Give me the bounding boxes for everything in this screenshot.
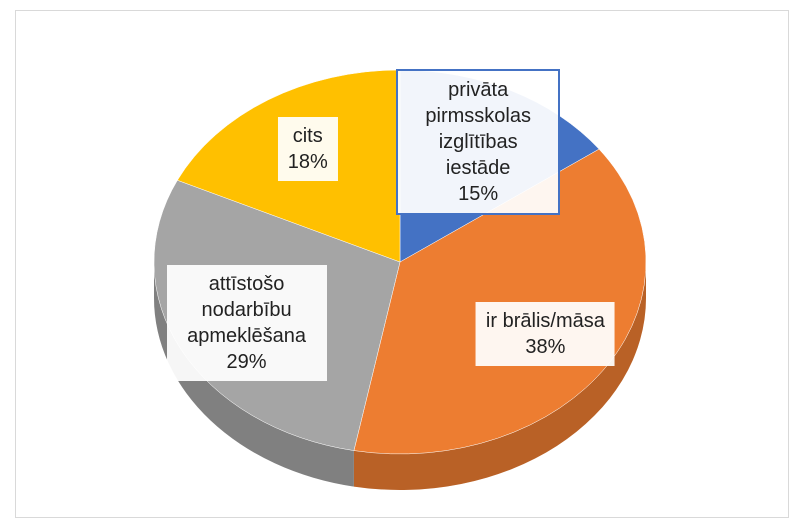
value-label: 15% <box>458 183 499 206</box>
value-label: 38% <box>525 336 566 358</box>
category-label: privāta pirmsskolas izglītības iestāde <box>425 79 531 180</box>
value-label: 18% <box>287 150 328 173</box>
slice-side-shade <box>353 262 646 490</box>
data-label: cits 18% <box>277 116 338 181</box>
category-label: ir brālis/māsa <box>485 310 605 332</box>
data-label: attīstošo nodarbību apmeklēšana 29% <box>166 265 327 382</box>
chart-frame <box>15 10 789 518</box>
data-label: privāta pirmsskolas izglītības iestāde 15… <box>396 69 561 216</box>
value-label: 29% <box>226 351 267 374</box>
category-label: cits <box>292 124 323 147</box>
category-label: attīstošo nodarbību apmeklēšana <box>187 273 307 348</box>
slice-side <box>353 262 646 490</box>
data-label: ir brālis/māsa 38% <box>475 302 615 366</box>
